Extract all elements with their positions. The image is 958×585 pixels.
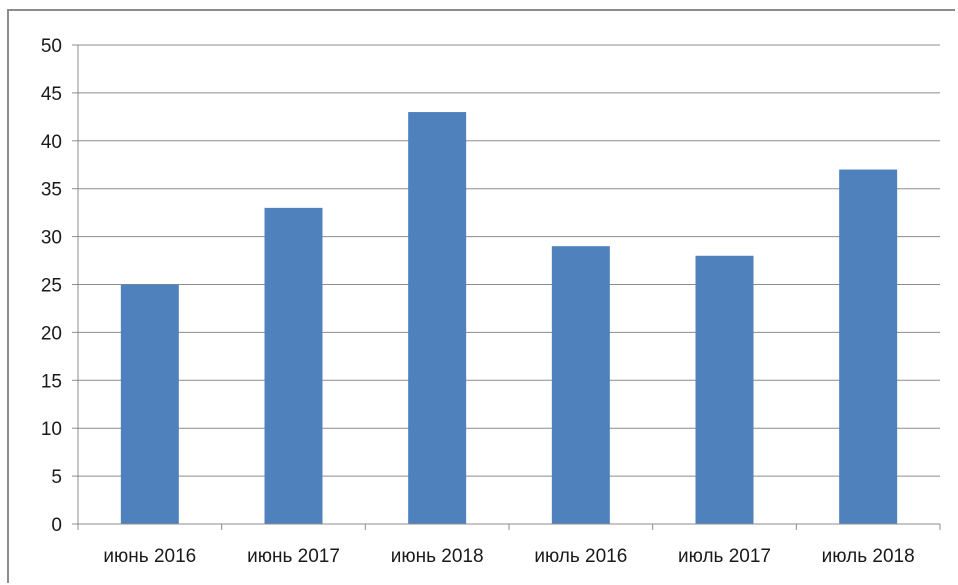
x-tick-labels: июнь 2016 июнь 2017 июнь 2018 июль 2016 июль… [103,546,914,567]
bar-0 [120,284,179,524]
bar-1 [264,207,323,525]
y-tick-label-45: 45 [41,84,62,105]
y-tick-label-0: 0 [51,515,62,536]
y-tick-label-35: 35 [41,180,62,201]
bars [120,112,898,525]
x-tick-label-5: июль 2018 [822,546,915,567]
bar-2 [408,112,467,524]
x-tick-label-1: июнь 2017 [247,546,340,567]
x-tick-label-2: июнь 2018 [391,546,484,567]
bar-5 [839,169,898,525]
y-tick-label-10: 10 [41,419,62,440]
x-tick-label-4: июль 2017 [678,546,771,567]
bar-4 [695,255,754,524]
y-tick-label-40: 40 [41,132,62,153]
y-tick-labels: 0 5 10 15 20 25 30 35 40 45 50 [41,36,62,536]
gridlines [78,44,940,477]
x-tick-label-0: июнь 2016 [103,546,196,567]
y-tick-label-15: 15 [41,371,62,392]
axes [72,44,941,530]
y-tick-label-30: 30 [41,228,62,249]
bar-3 [551,246,610,524]
x-tick-label-3: июль 2016 [534,546,627,567]
y-tick-label-5: 5 [51,467,62,488]
y-tick-label-20: 20 [41,323,62,344]
y-tick-label-25: 25 [41,276,62,297]
y-tick-label-50: 50 [41,36,62,57]
